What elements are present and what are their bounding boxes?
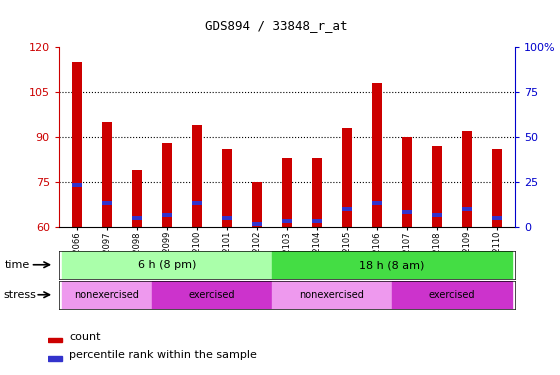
Bar xyxy=(492,149,502,227)
Text: exercised: exercised xyxy=(429,290,475,300)
Bar xyxy=(392,281,512,309)
Text: time: time xyxy=(4,260,30,270)
Text: 18 h (8 am): 18 h (8 am) xyxy=(360,260,425,270)
Bar xyxy=(462,131,473,227)
Bar xyxy=(342,128,352,227)
Bar xyxy=(222,216,232,220)
Bar xyxy=(162,213,172,217)
Bar xyxy=(342,207,352,211)
Text: nonexercised: nonexercised xyxy=(300,290,365,300)
Bar xyxy=(372,83,382,227)
Text: GDS894 / 33848_r_at: GDS894 / 33848_r_at xyxy=(204,19,347,32)
Bar xyxy=(282,158,292,227)
Bar xyxy=(132,216,142,220)
Bar xyxy=(462,207,473,211)
Text: percentile rank within the sample: percentile rank within the sample xyxy=(69,351,257,360)
Bar xyxy=(101,201,112,205)
Bar xyxy=(272,281,392,309)
Bar xyxy=(282,219,292,223)
Bar xyxy=(372,201,382,205)
Bar xyxy=(48,338,62,342)
Bar xyxy=(312,219,323,223)
Text: exercised: exercised xyxy=(189,290,235,300)
Bar xyxy=(251,222,262,226)
Bar xyxy=(192,125,202,227)
Bar xyxy=(62,251,272,279)
Text: nonexercised: nonexercised xyxy=(74,290,139,300)
Bar xyxy=(272,251,512,279)
Text: stress: stress xyxy=(3,290,36,300)
Bar xyxy=(492,216,502,220)
Bar xyxy=(62,281,152,309)
Bar xyxy=(251,182,262,227)
Text: 6 h (8 pm): 6 h (8 pm) xyxy=(138,260,196,270)
Bar xyxy=(101,122,112,227)
Bar xyxy=(222,149,232,227)
Bar xyxy=(402,210,412,214)
Bar xyxy=(312,158,323,227)
Bar xyxy=(192,201,202,205)
Bar xyxy=(72,183,82,187)
Bar xyxy=(48,356,62,361)
Bar xyxy=(132,170,142,227)
Bar xyxy=(152,281,272,309)
Bar xyxy=(432,146,442,227)
Bar xyxy=(72,62,82,227)
Bar xyxy=(162,143,172,227)
Text: count: count xyxy=(69,332,101,342)
Bar xyxy=(432,213,442,217)
Bar xyxy=(402,137,412,227)
